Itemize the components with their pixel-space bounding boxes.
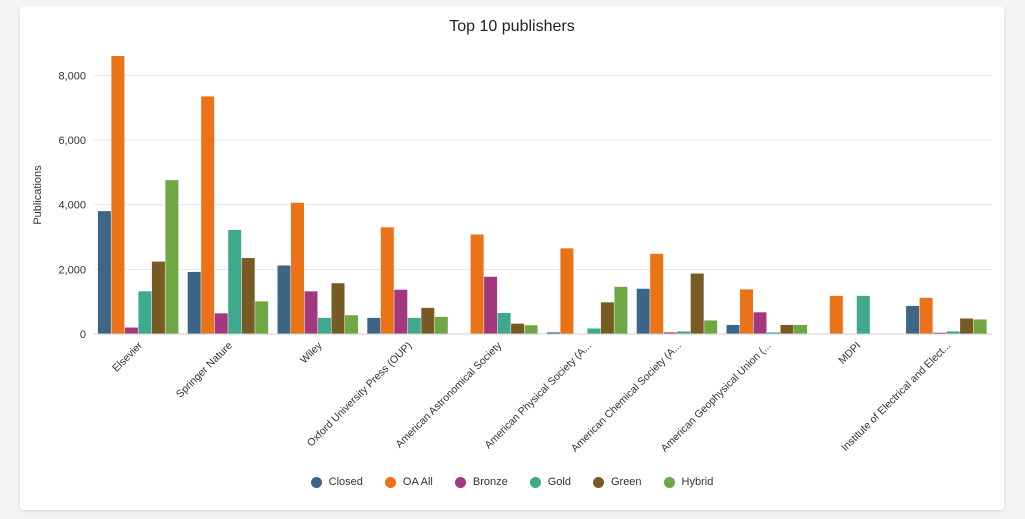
bar-oa-all[interactable]: [470, 234, 484, 334]
legend-label: Gold: [547, 476, 571, 488]
bar-bronze[interactable]: [394, 289, 408, 334]
legend-swatch: [592, 476, 604, 488]
legend-label: Bronze: [472, 476, 508, 488]
x-tick-label: Wiley: [298, 339, 325, 366]
x-tick-label: Elsevier: [110, 339, 145, 374]
bar-hybrid[interactable]: [165, 180, 179, 334]
y-tick-label: 4,000: [58, 200, 86, 212]
legend-item-closed[interactable]: Closed: [310, 476, 363, 488]
bar-hybrid[interactable]: [524, 325, 538, 334]
bar-gold[interactable]: [407, 317, 421, 334]
legend-item-oa-all[interactable]: OA All: [384, 476, 433, 488]
bar-hybrid[interactable]: [345, 315, 358, 334]
bar-green[interactable]: [690, 273, 704, 334]
bar-oa-all[interactable]: [201, 96, 215, 334]
legend-swatch: [310, 476, 322, 488]
x-tick-label: Oxford University Press (OUP): [305, 340, 415, 450]
x-tick-label: Springer Nature: [174, 340, 235, 401]
bar-gold[interactable]: [677, 331, 691, 334]
bar-green[interactable]: [960, 318, 974, 334]
bar-gold[interactable]: [228, 229, 242, 334]
y-tick-label: 8,000: [58, 70, 86, 82]
bar-green[interactable]: [780, 324, 794, 334]
bar-hybrid[interactable]: [704, 320, 718, 334]
bar-closed[interactable]: [546, 332, 560, 334]
x-tick-label: American Geophysical Union (...: [659, 340, 774, 455]
legend-item-hybrid[interactable]: Hybrid: [663, 476, 714, 488]
bar-green[interactable]: [511, 323, 525, 334]
x-tick-label: American Physical Society (A...: [482, 340, 594, 452]
chart-title: Top 10 publishers: [449, 18, 575, 35]
bar-green[interactable]: [151, 261, 165, 334]
bar-gold[interactable]: [856, 295, 870, 334]
bar-oa-all[interactable]: [560, 248, 574, 334]
x-tick-label: Institute of Electrical and Elect...: [839, 340, 953, 454]
bar-gold[interactable]: [497, 312, 511, 334]
legend-swatch: [384, 476, 396, 488]
bar-bronze[interactable]: [933, 332, 947, 334]
bar-bronze[interactable]: [214, 313, 228, 334]
bar-hybrid[interactable]: [434, 316, 448, 334]
bar-bronze[interactable]: [484, 276, 498, 334]
bar-gold[interactable]: [946, 331, 960, 334]
chart-card: Top 10 publishers 0 2,000 4,000 6,000 8,000 P…: [20, 6, 1004, 510]
bar-oa-all[interactable]: [380, 227, 394, 334]
legend-label: OA All: [402, 476, 433, 488]
legend-label: Green: [610, 476, 642, 488]
y-tick-label: 2,000: [58, 264, 86, 276]
bar-closed[interactable]: [187, 271, 201, 334]
x-tick-label: MDPI: [836, 340, 863, 367]
legend-swatch: [454, 476, 466, 488]
bar-hybrid[interactable]: [614, 286, 628, 334]
bar-bronze[interactable]: [304, 291, 318, 334]
bar-oa-all[interactable]: [111, 56, 125, 334]
bar-oa-all[interactable]: [740, 289, 753, 334]
bar-hybrid[interactable]: [794, 324, 807, 334]
bar-bronze[interactable]: [663, 332, 677, 334]
bar-hybrid[interactable]: [255, 301, 269, 334]
y-axis-label: Publications: [32, 165, 44, 225]
x-tick-label: American Astronomical Society: [393, 339, 504, 450]
bar-oa-all[interactable]: [291, 202, 304, 334]
bar-closed[interactable]: [726, 324, 740, 334]
bar-closed[interactable]: [906, 305, 920, 334]
bar-gold[interactable]: [767, 332, 780, 334]
bar-bronze[interactable]: [124, 327, 138, 334]
bar-closed[interactable]: [636, 288, 650, 334]
legend-item-green[interactable]: Green: [592, 476, 642, 488]
legend-swatch: [529, 476, 541, 488]
bar-green[interactable]: [331, 283, 345, 334]
legend-item-bronze[interactable]: Bronze: [454, 476, 508, 488]
bar-green[interactable]: [241, 258, 255, 334]
bar-green[interactable]: [600, 302, 614, 334]
bar-gold[interactable]: [138, 291, 152, 334]
bar-closed[interactable]: [367, 317, 381, 334]
bar-bronze[interactable]: [753, 312, 767, 334]
bar-gold[interactable]: [318, 317, 331, 334]
legend-item-gold[interactable]: Gold: [529, 476, 571, 488]
bar-gold[interactable]: [587, 328, 601, 334]
bar-closed[interactable]: [97, 211, 111, 334]
legend-label: Closed: [328, 476, 363, 488]
legend-label: Hybrid: [681, 476, 714, 488]
y-tick-label: 6,000: [58, 135, 86, 147]
bar-green[interactable]: [421, 307, 435, 334]
bar-chart: 0 2,000 4,000 6,000 8,000 Publications Elsevie…: [32, 56, 992, 455]
bar-oa-all[interactable]: [829, 295, 843, 334]
y-tick-label: 0: [80, 329, 86, 341]
bar-hybrid[interactable]: [973, 319, 987, 334]
bar-closed[interactable]: [277, 265, 291, 334]
bar-oa-all[interactable]: [650, 253, 664, 334]
legend-swatch: [663, 476, 675, 488]
chart-legend: Closed OA All Bronze Gold Green Hybrid: [20, 476, 1004, 488]
bar-oa-all[interactable]: [919, 297, 933, 334]
